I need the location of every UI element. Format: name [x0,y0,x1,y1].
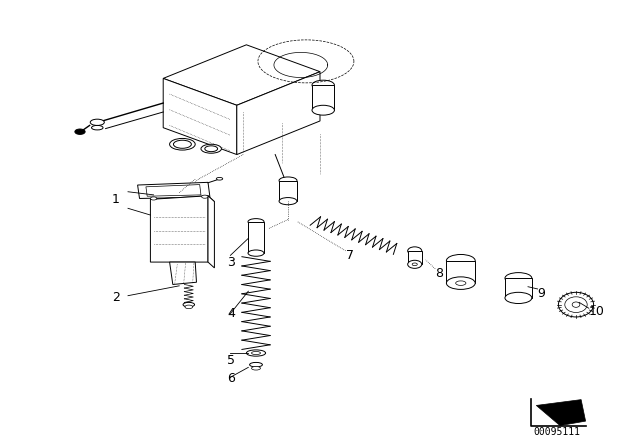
Ellipse shape [312,80,334,90]
Ellipse shape [150,197,157,200]
Ellipse shape [412,263,417,266]
Bar [248,222,264,253]
Polygon shape [138,182,210,198]
Ellipse shape [183,302,195,307]
Text: 8: 8 [435,267,444,280]
Ellipse shape [564,297,588,313]
Ellipse shape [252,366,260,370]
Ellipse shape [205,146,218,151]
Polygon shape [150,196,208,262]
Text: 3: 3 [227,255,235,269]
Ellipse shape [505,272,532,284]
Polygon shape [146,185,201,196]
Bar [447,261,475,283]
Ellipse shape [250,362,262,367]
Ellipse shape [248,219,264,225]
Ellipse shape [248,250,264,256]
Polygon shape [237,72,320,155]
Polygon shape [208,196,214,268]
Ellipse shape [75,129,85,134]
Ellipse shape [173,140,191,148]
Text: 9: 9 [538,287,545,300]
Text: 2: 2 [112,291,120,305]
Ellipse shape [279,177,297,184]
Ellipse shape [408,260,422,268]
Ellipse shape [92,125,103,130]
Polygon shape [150,196,214,205]
Bar [408,251,422,264]
Polygon shape [170,262,196,284]
Ellipse shape [252,351,260,355]
Ellipse shape [202,195,208,198]
Text: 4: 4 [227,307,235,320]
Text: 00095111: 00095111 [533,427,580,437]
Text: 7: 7 [346,249,354,262]
Ellipse shape [216,177,223,180]
Ellipse shape [447,277,475,289]
Text: 10: 10 [589,305,605,318]
Polygon shape [163,78,237,155]
Bar [505,278,532,298]
Ellipse shape [505,293,532,304]
Ellipse shape [558,293,594,317]
Ellipse shape [246,350,266,356]
Ellipse shape [201,144,221,153]
Ellipse shape [447,254,475,267]
Ellipse shape [572,302,580,307]
Polygon shape [163,45,320,105]
Bar [312,85,334,110]
Ellipse shape [279,198,297,205]
Ellipse shape [312,105,334,115]
Ellipse shape [408,247,422,255]
Ellipse shape [90,119,104,125]
Ellipse shape [185,305,193,309]
Text: 6: 6 [227,372,235,385]
Text: 1: 1 [112,193,120,206]
Ellipse shape [170,138,195,150]
Bar [279,181,297,201]
Ellipse shape [456,281,466,285]
Polygon shape [536,400,586,426]
Text: 5: 5 [227,354,236,367]
